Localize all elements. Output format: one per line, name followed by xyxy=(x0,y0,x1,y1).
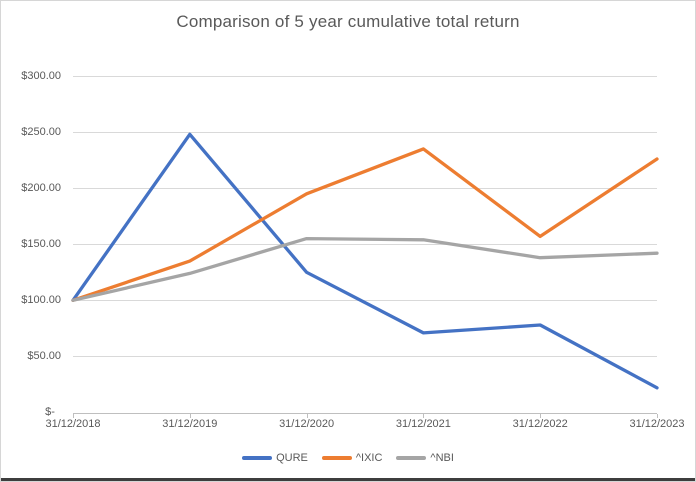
legend-label-qure: QURE xyxy=(276,452,308,464)
legend-label-ixic: ^IXIC xyxy=(355,452,383,464)
legend-item-ixic: ^IXIC xyxy=(321,452,383,464)
y-axis-label: $50.00 xyxy=(27,349,61,362)
window-bottom-edge xyxy=(1,478,695,481)
x-axis-label: 31/12/2020 xyxy=(279,418,335,430)
x-axis-label: 31/12/2019 xyxy=(162,418,218,430)
legend-item-qure: QURE xyxy=(242,452,308,464)
x-axis-label: 31/12/2022 xyxy=(512,418,568,430)
legend-line-swatch-nbi xyxy=(396,456,427,460)
y-axis-label: $150.00 xyxy=(21,237,61,250)
chart-legend: QURE ^IXIC ^NBI xyxy=(1,449,695,467)
x-axis-tick xyxy=(423,414,424,418)
y-axis-label: $100.00 xyxy=(21,293,61,306)
y-axis-label: $250.00 xyxy=(21,125,61,138)
gridline-150 xyxy=(73,244,657,245)
gridline-250 xyxy=(73,132,657,133)
y-axis-label: $300.00 xyxy=(21,69,61,82)
x-axis-label: 31/12/2018 xyxy=(45,418,101,430)
legend-line-swatch-ixic xyxy=(321,456,352,460)
y-axis-label: $200.00 xyxy=(21,181,61,194)
x-axis-tick xyxy=(657,414,658,418)
legend-label-nbi: ^NBI xyxy=(430,452,454,464)
x-axis-tick xyxy=(540,414,541,418)
x-axis-line xyxy=(73,413,657,414)
series-line-nbi xyxy=(71,236,659,302)
legend-line-swatch-qure xyxy=(242,456,273,460)
x-axis-tick xyxy=(307,414,308,418)
x-axis-label: 31/12/2021 xyxy=(395,418,451,430)
x-axis-label: 31/12/2023 xyxy=(629,418,685,430)
chart-title: Comparison of 5 year cumulative total re… xyxy=(176,12,520,31)
gridline-200 xyxy=(73,188,657,189)
y-axis-label: $- xyxy=(45,406,61,418)
x-axis-tick xyxy=(190,414,191,418)
series-line-ixic xyxy=(71,147,659,302)
gridline-300 xyxy=(73,76,657,77)
legend-item-nbi: ^NBI xyxy=(396,452,454,464)
gridline-50 xyxy=(73,356,657,357)
x-axis-tick xyxy=(73,414,74,418)
series-line-qure xyxy=(71,132,659,390)
gridline-100 xyxy=(73,300,657,301)
